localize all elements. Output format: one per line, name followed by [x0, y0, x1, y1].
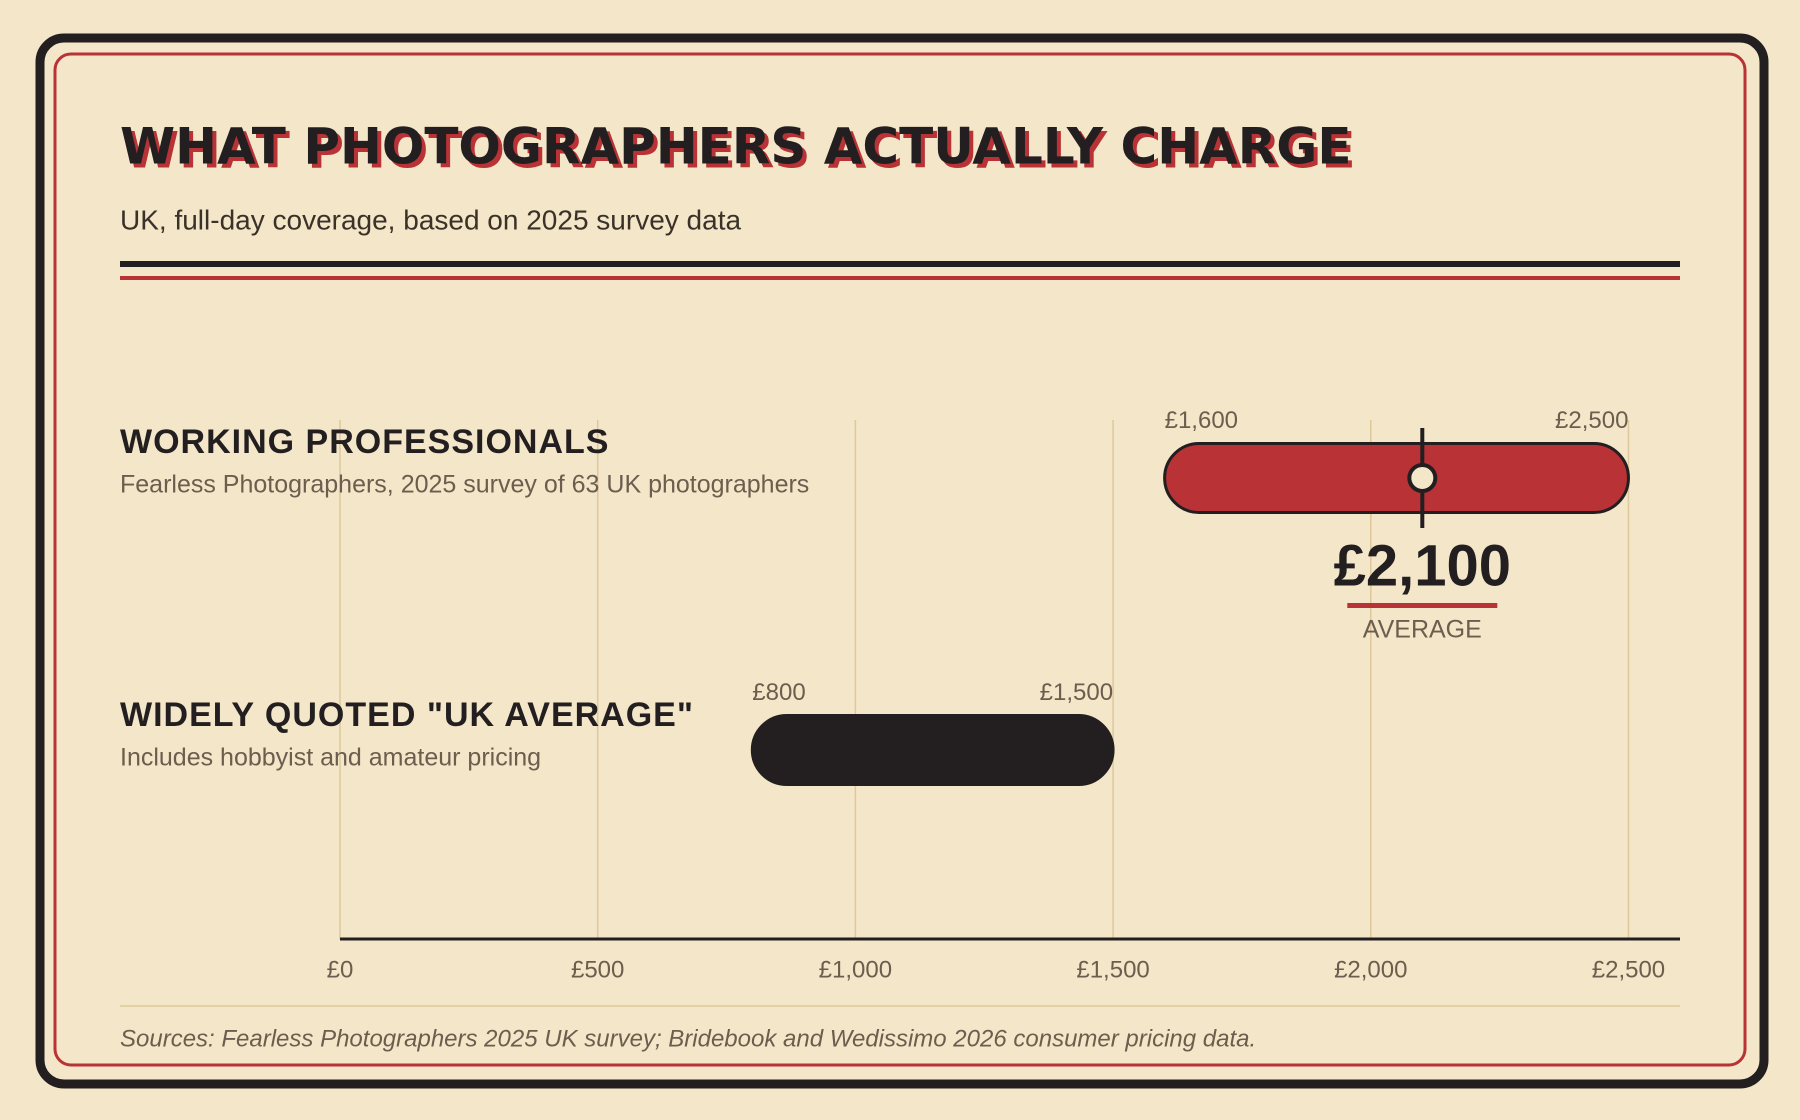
inner-frame — [53, 52, 1747, 1067]
category-description: Fearless Photographers, 2025 survey of 6… — [120, 471, 809, 499]
chart-title: WHAT PHOTOGRAPHERS ACTUALLY CHARGE — [120, 118, 1351, 176]
average-underline — [1347, 603, 1498, 608]
x-tick-label: £0 — [327, 956, 354, 983]
high-label: £2,500 — [1555, 407, 1628, 434]
rule-dark — [120, 261, 1680, 267]
rule-red — [120, 276, 1680, 280]
title-shadow: WHAT PHOTOGRAPHERS ACTUALLY CHARGE — [124, 122, 1355, 180]
outer-frame — [35, 33, 1769, 1089]
range-bar — [750, 714, 1115, 786]
category-description: Includes hobbyist and amateur pricing — [120, 744, 541, 772]
average-marker — [1407, 463, 1438, 493]
average-label: AVERAGE — [1363, 616, 1482, 644]
high-label: £1,500 — [1040, 679, 1113, 706]
x-tick-label: £1,500 — [1076, 956, 1149, 983]
x-tick-label: £2,500 — [1592, 956, 1665, 983]
x-tick-label: £500 — [571, 956, 624, 983]
category-label: WORKING PROFESSIONALS — [120, 423, 609, 461]
low-label: £800 — [752, 679, 805, 706]
source-note: Sources: Fearless Photographers 2025 UK … — [120, 1025, 1256, 1052]
low-label: £1,600 — [1165, 407, 1238, 434]
x-tick-label: £1,000 — [819, 956, 892, 983]
chart-subtitle: UK, full-day coverage, based on 2025 sur… — [120, 204, 741, 235]
average-value: £2,100 — [1334, 533, 1511, 598]
category-label: WIDELY QUOTED "UK AVERAGE" — [120, 696, 694, 734]
range-bar — [1163, 442, 1630, 514]
x-tick-label: £2,000 — [1334, 956, 1407, 983]
